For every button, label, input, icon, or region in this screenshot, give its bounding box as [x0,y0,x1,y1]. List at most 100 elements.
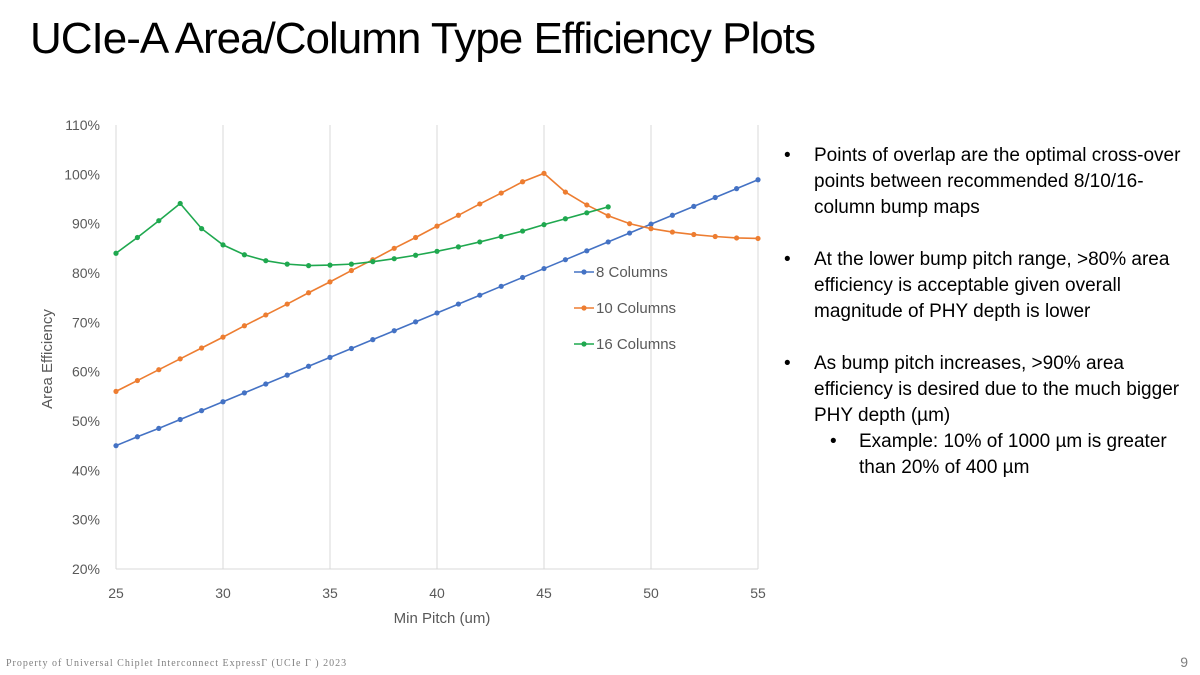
bullet-item: • Points of overlap are the optimal cross… [784,143,1184,221]
y-tick-label: 40% [72,462,100,478]
y-tick-label: 50% [72,413,100,429]
data-point [455,244,461,250]
x-tick-label: 55 [750,585,766,601]
y-tick-label: 80% [72,265,100,281]
bullet-text: As bump pitch increases, >90% area effic… [814,353,1180,426]
data-point [605,239,611,245]
data-point [199,226,205,232]
data-point [413,319,419,325]
data-point [220,399,226,405]
data-point [562,257,569,263]
x-tick-label: 50 [643,585,659,601]
data-point [241,252,247,258]
data-point [220,334,226,340]
data-point [370,259,376,265]
data-point [156,425,162,431]
bullet-item: • At the lower bump pitch range, >80% are… [784,247,1184,325]
data-point [541,265,547,272]
data-point [199,345,205,351]
data-point [113,250,119,256]
data-point [199,408,205,414]
data-point [306,363,312,369]
data-point [284,301,290,307]
bullet-text: At the lower bump pitch range, >80% area… [814,249,1170,322]
data-point [627,230,633,236]
y-tick-label: 60% [72,364,100,380]
data-point [220,242,226,248]
data-point [306,263,312,269]
x-tick-label: 30 [215,585,231,601]
data-point [498,283,504,289]
data-point [455,301,461,307]
series-line [115,202,609,267]
data-point [156,218,162,224]
x-tick-label: 40 [429,585,445,601]
data-point [284,372,290,378]
footer-copyright: Property of Universal Chiplet Interconne… [6,658,348,669]
data-point [520,228,526,234]
data-point [605,204,611,210]
data-point [134,434,140,440]
data-point [605,213,611,219]
sub-bullet-text: Example: 10% of 1000 µm is greater than … [859,431,1167,478]
data-point [263,258,269,264]
legend-marker [581,269,587,275]
x-tick-label: 35 [322,585,338,601]
slide-title: UCIe-A Area/Column Type Efficiency Plots [30,14,816,63]
data-point [263,312,269,318]
data-point [734,186,740,192]
x-tick-label: 45 [536,585,552,601]
data-point [477,239,483,245]
data-point [648,221,654,227]
legend-label: 16 Columns [596,336,676,353]
data-point [584,202,590,208]
data-point [327,354,333,360]
data-point [477,292,483,298]
data-point [648,226,654,232]
legend-label: 10 Columns [596,300,676,317]
data-point [541,222,547,228]
page-number: 9 [1180,654,1188,670]
data-point [541,170,547,176]
data-point [498,233,504,240]
data-point [241,390,247,396]
data-point [755,235,761,242]
data-point [434,310,440,316]
data-point [413,252,419,258]
bullet-list: • Points of overlap are the optimal cross… [784,143,1184,507]
data-point [348,345,354,352]
data-point [755,177,761,183]
y-tick-label: 110% [65,117,100,133]
data-point [370,337,376,343]
data-point [584,248,590,254]
data-point [134,234,140,241]
data-point [734,235,740,241]
data-point [477,201,483,207]
bullet-dot-icon: • [784,353,791,374]
data-point [455,212,461,218]
y-tick-label: 30% [72,512,100,528]
sub-bullet-item: • Example: 10% of 1000 µm is greater than… [784,429,1184,481]
data-point [348,267,354,274]
x-axis-title: Min Pitch (um) [394,610,491,627]
plot-area: 20% 30% 40% 50% 60% 70% 80% 90% 100% 110% 25 30 35 40… [39,117,766,627]
y-tick-label: 70% [72,314,100,330]
legend-marker [581,341,587,347]
data-point [627,221,633,227]
bullet-dot-icon: • [784,145,791,166]
bullet-item: • As bump pitch increases, >90% area effi… [784,351,1184,481]
line-chart: 20% 30% 40% 50% 60% 70% 80% 90% 100% 110% 25 30 35 40… [39,117,766,627]
data-point [520,274,526,281]
data-point [391,245,397,251]
bullet-text: Points of overlap are the optimal cross-… [814,145,1181,218]
legend-marker [581,305,587,311]
data-point [669,229,676,235]
y-tick-label: 90% [72,216,100,232]
data-point [113,388,119,394]
data-point [413,234,419,241]
data-point [113,443,119,449]
data-point [562,216,569,222]
data-point [241,323,247,329]
data-point [284,261,290,267]
data-point [712,233,718,240]
